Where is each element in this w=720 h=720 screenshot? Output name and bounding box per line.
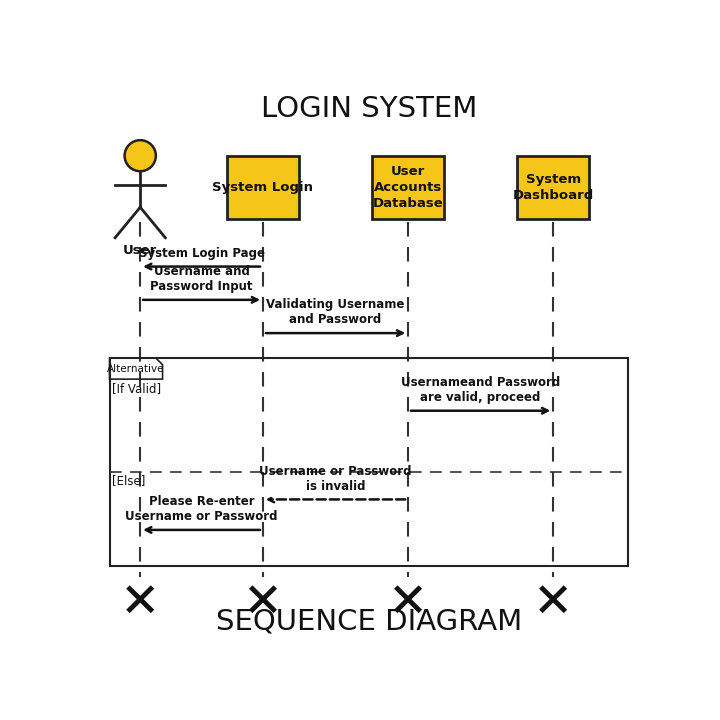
Bar	[517, 156, 590, 220]
Text: Alternative: Alternative	[107, 364, 165, 374]
Text: User: User	[123, 244, 158, 258]
Text: [If Valid]: [If Valid]	[112, 382, 161, 395]
Bar	[109, 358, 629, 566]
Text: System Login: System Login	[212, 181, 313, 194]
Text: User
Accounts
Database: User Accounts Database	[373, 165, 444, 210]
Text: Username or Password
is invalid: Username or Password is invalid	[259, 465, 412, 492]
Text: Validating Username
and Password: Validating Username and Password	[266, 299, 405, 326]
Bar	[227, 156, 300, 220]
Text: Usernameand Password
are valid, proceed: Usernameand Password are valid, proceed	[401, 376, 560, 404]
Text: LOGIN SYSTEM: LOGIN SYSTEM	[261, 94, 477, 122]
Text: Please Re-enter
Username or Password: Please Re-enter Username or Password	[125, 495, 278, 523]
Circle shape	[125, 140, 156, 171]
Text: System
Dashboard: System Dashboard	[513, 173, 594, 202]
Text: [Else]: [Else]	[112, 474, 145, 487]
Text: System Login Page: System Login Page	[139, 247, 265, 260]
Text: Username and
Password Input: Username and Password Input	[150, 265, 253, 293]
Bar	[372, 156, 444, 220]
Text: SEQUENCE DIAGRAM: SEQUENCE DIAGRAM	[216, 608, 522, 635]
